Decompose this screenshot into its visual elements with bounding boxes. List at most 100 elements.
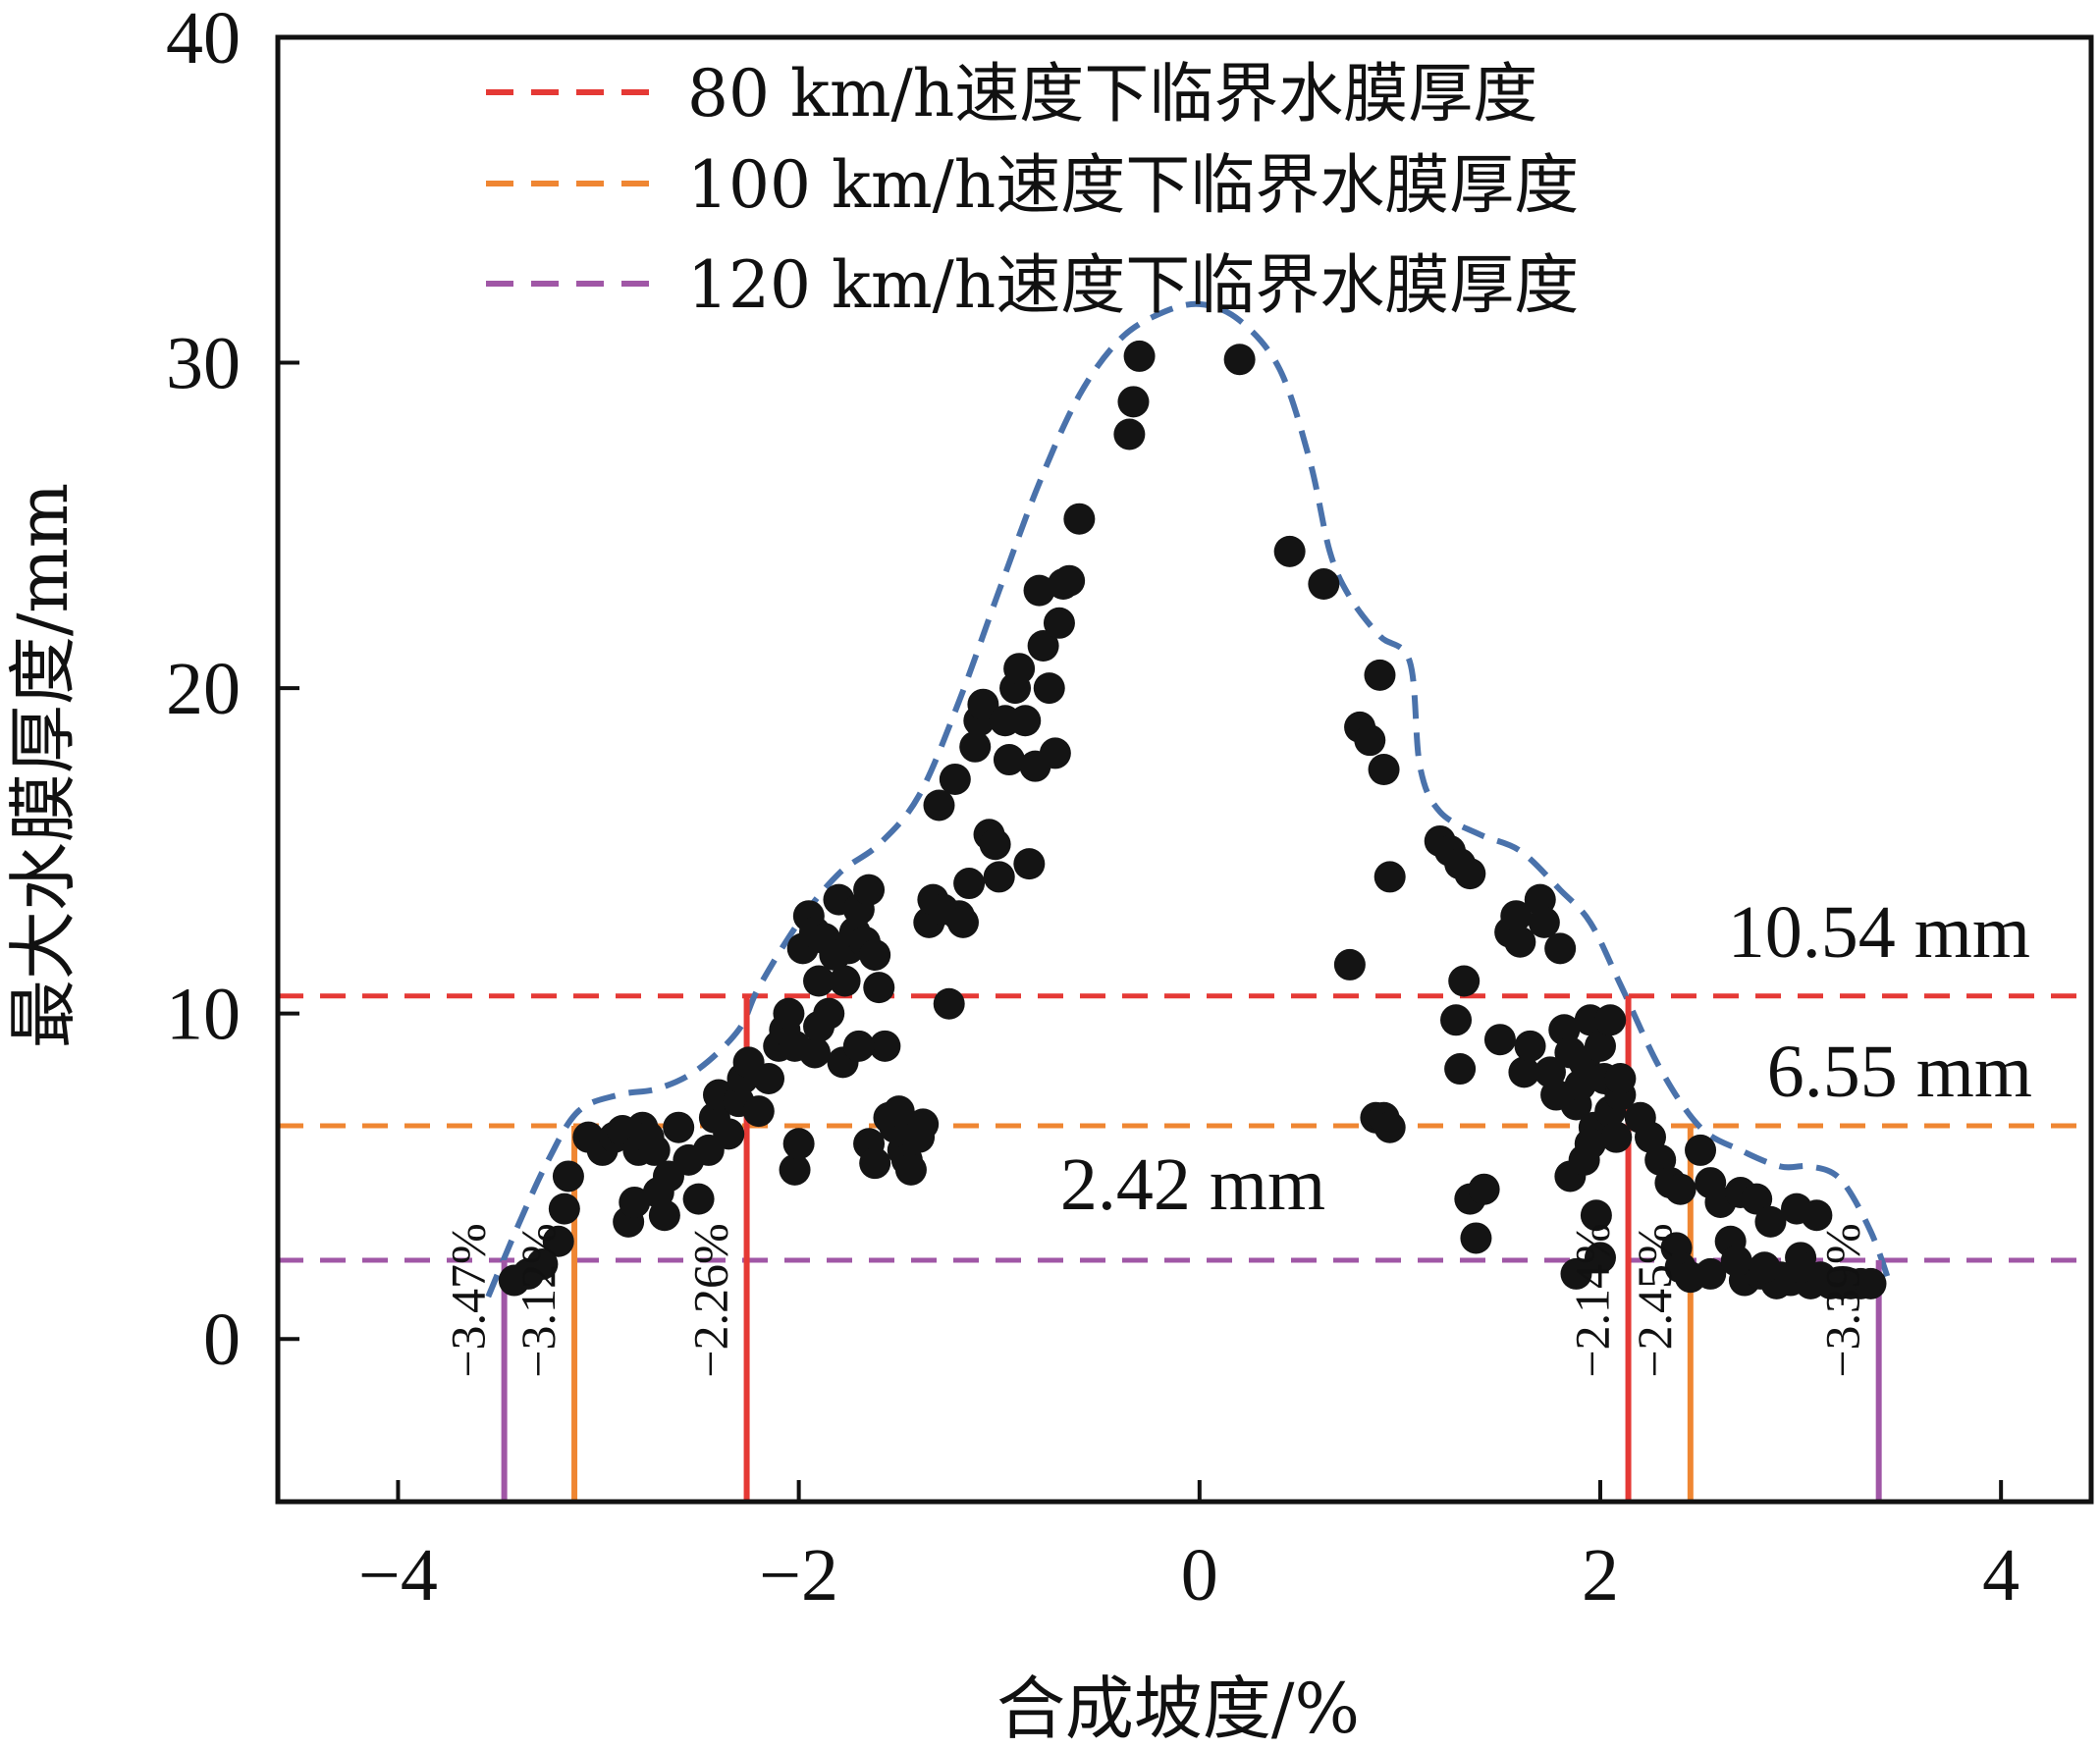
data-point	[1855, 1267, 1887, 1299]
data-point	[1117, 386, 1150, 418]
threshold-value-label: 10.54 mm	[1728, 891, 2030, 974]
data-point	[1604, 1062, 1637, 1094]
data-point	[1223, 344, 1256, 376]
x-axis-title: 合成坡度/%	[996, 1669, 1360, 1749]
x-tick-label: 2	[1582, 1534, 1619, 1617]
data-point	[894, 1153, 927, 1186]
data-point	[773, 997, 805, 1030]
data-point	[742, 1095, 775, 1128]
data-point	[803, 1010, 835, 1042]
data-point	[959, 730, 992, 763]
legend-label-100: 100 km/h速度下临界水膜厚度	[687, 147, 1579, 223]
data-point	[883, 1095, 915, 1128]
data-point	[1009, 705, 1042, 737]
data-point	[939, 763, 971, 795]
data-point	[859, 1147, 891, 1180]
critical-slope-label: −2.14%	[1565, 1223, 1620, 1377]
data-point	[1368, 754, 1400, 785]
chart-labels: 10.54 mm 6.55 mm 2.42 mm −3.47% −3.12% −2.26%…	[441, 891, 2032, 1378]
data-point	[1500, 900, 1533, 932]
data-point	[803, 965, 835, 997]
data-point	[1580, 1199, 1612, 1232]
data-point	[1695, 1257, 1727, 1290]
data-point	[967, 688, 999, 720]
data-point	[983, 861, 1015, 893]
x-tick-label: 0	[1181, 1534, 1218, 1617]
data-point	[779, 1153, 811, 1186]
data-point	[1043, 607, 1075, 639]
data-point	[1685, 1134, 1717, 1166]
data-point	[1594, 1004, 1627, 1036]
data-point	[682, 1183, 715, 1215]
data-point	[1504, 926, 1536, 958]
data-point	[1373, 861, 1406, 893]
data-point	[713, 1118, 745, 1150]
data-point	[1508, 1056, 1540, 1088]
data-point	[923, 789, 955, 822]
data-point	[829, 965, 861, 997]
critical-slope-label: −2.26%	[683, 1223, 738, 1377]
data-point	[1023, 574, 1055, 607]
data-point	[1333, 948, 1366, 981]
y-tick-label: 30	[166, 323, 241, 405]
data-point	[979, 828, 1011, 861]
data-point	[1754, 1205, 1787, 1238]
envelope-curve	[485, 300, 1894, 1299]
data-point	[548, 1193, 580, 1225]
data-point	[1113, 418, 1146, 451]
y-tick-label: 40	[166, 0, 241, 80]
data-point	[953, 868, 986, 900]
data-point	[853, 874, 886, 906]
x-tick-label: 4	[1982, 1534, 2019, 1617]
data-point	[1741, 1183, 1773, 1215]
data-point	[1584, 1242, 1616, 1274]
data-point	[1273, 535, 1306, 567]
y-axis-title: 最大水膜厚度/mm	[3, 483, 83, 1048]
data-point	[1440, 1004, 1473, 1036]
data-point	[1801, 1199, 1833, 1232]
data-point	[842, 1030, 875, 1062]
data-point	[552, 1160, 584, 1193]
data-point	[1364, 659, 1396, 691]
y-tick-label: 20	[166, 648, 241, 730]
critical-slope-label: −3.39%	[1815, 1223, 1870, 1377]
data-point	[1448, 965, 1481, 997]
data-point	[1308, 568, 1340, 601]
data-point	[638, 1134, 671, 1166]
data-point	[1544, 932, 1577, 965]
data-point	[1560, 1257, 1592, 1290]
data-point	[753, 1062, 785, 1094]
plot-frame	[275, 34, 2094, 1505]
threshold-value-label: 6.55 mm	[1767, 1031, 2032, 1113]
data-point	[1584, 1030, 1616, 1062]
data-point	[1354, 724, 1386, 757]
data-point	[1468, 1173, 1500, 1205]
plot-border	[275, 34, 2094, 1505]
data-point	[863, 972, 895, 1004]
legend-label-80: 80 km/h速度下临界水膜厚度	[687, 56, 1537, 132]
critical-slope-label: −3.12%	[511, 1223, 565, 1377]
data-point	[1027, 630, 1059, 663]
critical-slope-label: −2.45%	[1627, 1223, 1682, 1377]
threshold-value-label: 2.42 mm	[1060, 1143, 1325, 1226]
data-point	[1053, 564, 1086, 597]
data-point	[1528, 906, 1560, 938]
data-point	[542, 1225, 574, 1257]
data-point	[1013, 848, 1046, 880]
legend: 80 km/h速度下临界水膜厚度 100 km/h速度下临界水膜厚度 120 k…	[486, 56, 1579, 323]
data-point	[933, 987, 965, 1020]
y-tick-label: 0	[203, 1299, 241, 1381]
data-point	[946, 906, 979, 938]
data-point	[1664, 1173, 1696, 1205]
data-point	[1454, 858, 1486, 890]
data-point	[1720, 1245, 1752, 1277]
data-point	[782, 1128, 815, 1160]
data-point	[1003, 653, 1036, 685]
data-point	[1749, 1251, 1781, 1284]
data-point	[1460, 1222, 1492, 1254]
data-point	[1483, 1024, 1516, 1056]
data-point	[1123, 340, 1156, 372]
data-point	[798, 1036, 831, 1069]
data-point	[869, 1030, 901, 1062]
